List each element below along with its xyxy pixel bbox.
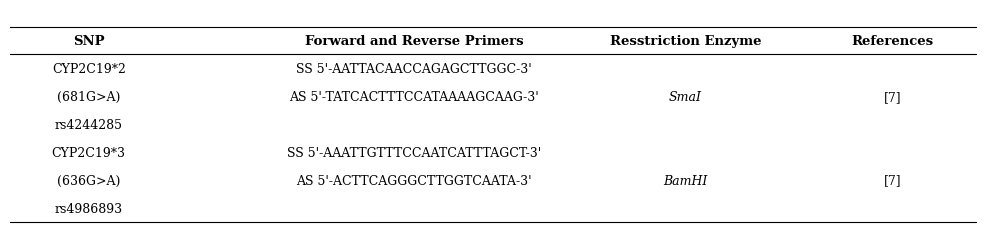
Text: rs4244285: rs4244285 xyxy=(55,118,122,131)
Text: [7]: [7] xyxy=(883,90,901,103)
Text: Resstriction Enzyme: Resstriction Enzyme xyxy=(609,35,761,48)
Text: SS 5'-AATTACAACCAGAGCTTGGC-3': SS 5'-AATTACAACCAGAGCTTGGC-3' xyxy=(296,63,532,75)
Text: CYP2C19*3: CYP2C19*3 xyxy=(51,146,126,159)
Text: SS 5'-AAATTGTTTCCAATCATTTAGCT-3': SS 5'-AAATTGTTTCCAATCATTTAGCT-3' xyxy=(287,146,541,159)
Text: AS 5'-ACTTCAGGGCTTGGTCAATA-3': AS 5'-ACTTCAGGGCTTGGTCAATA-3' xyxy=(297,174,531,187)
Text: (636G>A): (636G>A) xyxy=(57,174,120,187)
Text: SNP: SNP xyxy=(73,35,105,48)
Text: BamHI: BamHI xyxy=(663,174,708,187)
Text: CYP2C19*2: CYP2C19*2 xyxy=(52,63,125,75)
Text: [7]: [7] xyxy=(883,174,901,187)
Text: SmaI: SmaI xyxy=(669,90,702,103)
Text: rs4986893: rs4986893 xyxy=(54,202,123,215)
Text: References: References xyxy=(851,35,934,48)
Text: (681G>A): (681G>A) xyxy=(57,90,120,103)
Text: AS 5'-TATCACTTTCCATAAAAGCAAG-3': AS 5'-TATCACTTTCCATAAAAGCAAG-3' xyxy=(289,90,539,103)
Text: Forward and Reverse Primers: Forward and Reverse Primers xyxy=(305,35,524,48)
